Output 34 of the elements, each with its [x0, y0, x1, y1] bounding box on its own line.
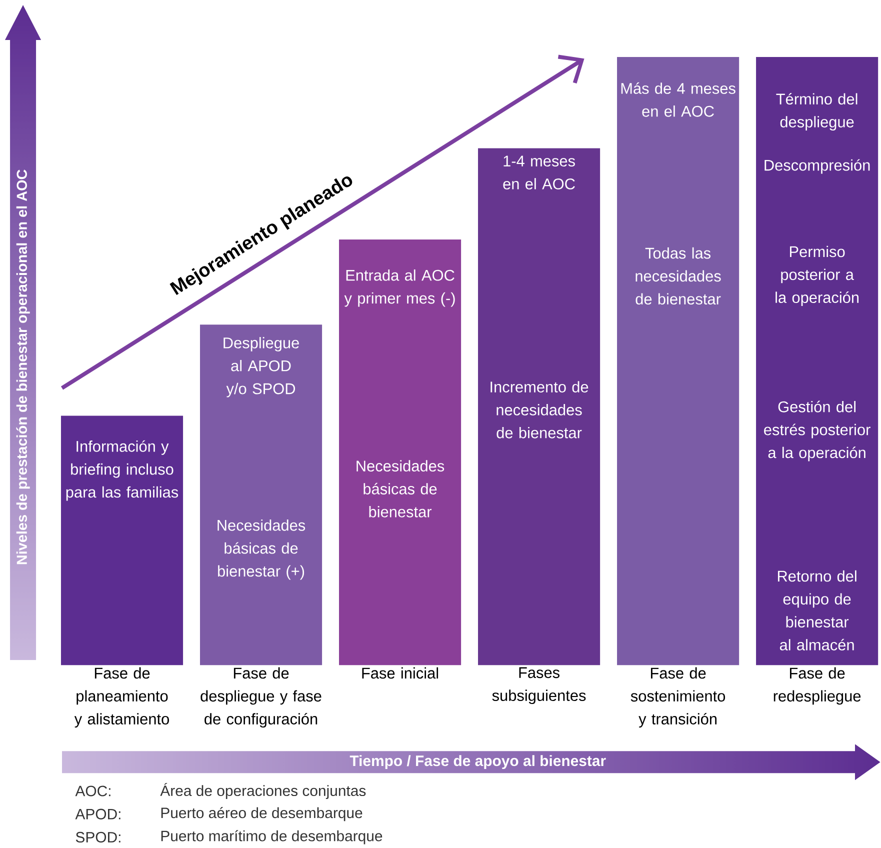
- annotation: Gestión del estrés posterior a la operación: [764, 400, 870, 462]
- text: APOD:: [75, 808, 120, 820]
- annotation: Entrada al AOC y primer mes (-): [344, 269, 455, 307]
- bar: [617, 56, 740, 666]
- text: AOC:: [75, 786, 110, 796]
- x-axis-title: Tiempo / Fase de apoyo al bienestar: [350, 755, 606, 769]
- bar: [200, 324, 322, 666]
- annotation: Descompresión: [764, 159, 870, 174]
- bar: [756, 56, 878, 666]
- text: SPOD:: [76, 832, 120, 842]
- x-tick-label: Fase de despliegue y fase de configuración: [200, 667, 322, 728]
- bar: [339, 239, 462, 666]
- annotation: Todas las necesidades de bienestar: [636, 247, 721, 304]
- text: Puerto aéreo de desembarque: [161, 806, 362, 822]
- x-tick-label: Fase de planeamiento y alistamiento: [74, 667, 169, 728]
- annotation: Necesidades básicas de bienestar: [356, 460, 444, 518]
- annotation: Retorno del equipo de bienestar al almacén: [778, 570, 856, 650]
- annotation: Más de 4 meses en el AOC: [621, 82, 736, 117]
- annotation: Incremento de necesidades de bienestar: [490, 381, 588, 438]
- x-tick-label: Fase de sostenimiento y transición: [630, 667, 726, 728]
- text: Área de operaciones conjuntas: [160, 782, 366, 799]
- annotation: 1-4 meses en el AOC: [503, 156, 575, 190]
- bar: [478, 148, 600, 666]
- y-axis-title: Niveles de prestación de bienestar operacional en el AOC: [16, 170, 30, 564]
- x-tick-label: Fase de redespliegue: [774, 667, 861, 705]
- text: Puerto marítimo de desembarque: [161, 830, 382, 844]
- bar: [60, 416, 184, 666]
- x-tick-label: Fases subsiguientes: [492, 667, 586, 704]
- annotation: Información y briefing incluso para las familias: [66, 440, 178, 501]
- x-tick-label: Fase inicial: [362, 667, 438, 679]
- annotation: Despliegue al APOD y/o SPOD: [224, 336, 299, 398]
- annotation: Permiso posterior a la operación: [776, 246, 859, 306]
- annotation: Término del despliegue: [776, 92, 858, 130]
- annotation: Necesidades básicas de bienestar (+): [218, 519, 306, 580]
